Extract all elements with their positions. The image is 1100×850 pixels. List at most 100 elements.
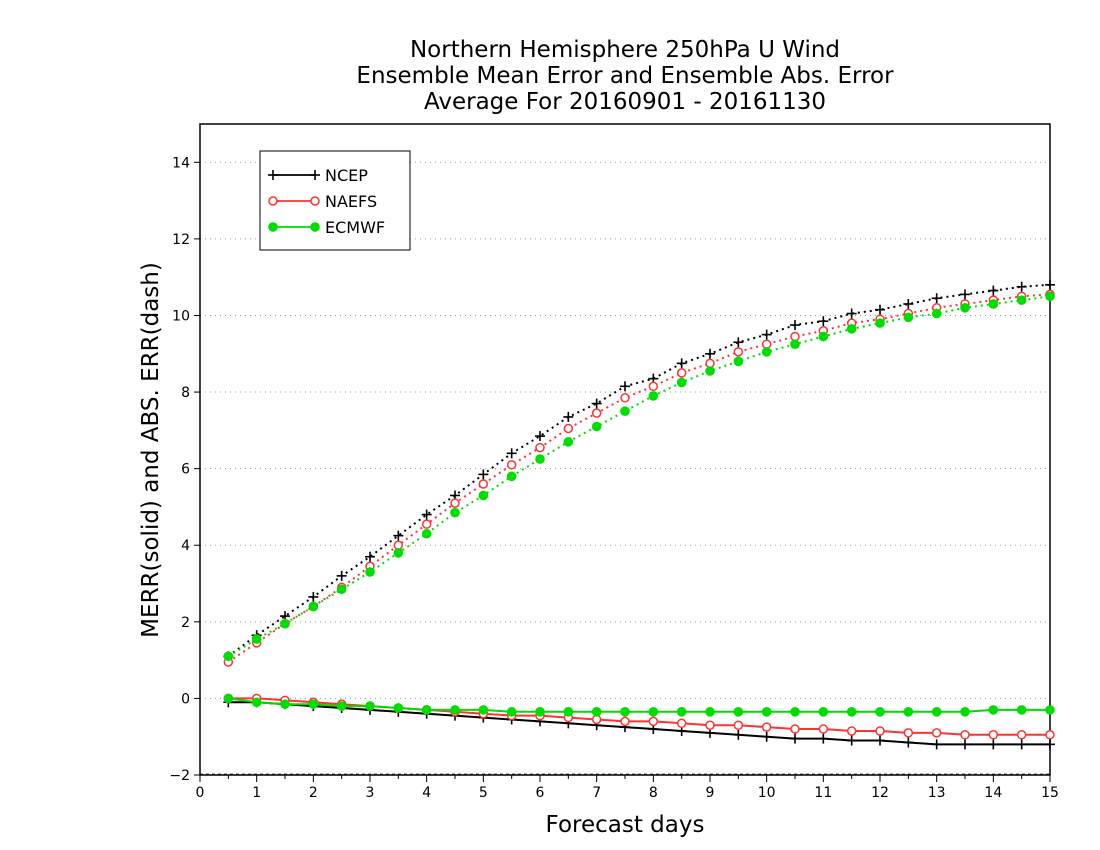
data-point <box>1016 739 1027 750</box>
data-point <box>310 196 320 206</box>
data-point <box>421 528 432 539</box>
y-axis: −2 0 2 4 6 8 10 12 14 <box>169 155 200 784</box>
data-point <box>1016 295 1027 305</box>
data-point <box>421 705 432 715</box>
data-point <box>478 469 489 480</box>
legend-label: NCEP <box>325 166 368 185</box>
data-point <box>988 285 999 296</box>
data-point <box>846 735 857 746</box>
data-point <box>563 411 574 422</box>
x-tick-label: 0 <box>196 785 205 801</box>
data-point <box>846 707 857 717</box>
data-point <box>506 707 517 717</box>
x-tick-label: 6 <box>536 785 545 801</box>
x-tick-label: 10 <box>758 785 776 801</box>
data-point <box>676 377 687 388</box>
legend-entry-ecmwf: ECMWF <box>268 218 385 237</box>
x-tick-label: 12 <box>871 785 889 801</box>
data-point <box>365 567 375 577</box>
ecmwf-line <box>228 697 1050 713</box>
data-point <box>308 699 319 709</box>
x-tick-label: 7 <box>592 785 601 801</box>
data-point <box>676 707 687 717</box>
data-point <box>733 337 744 348</box>
data-point <box>648 391 659 401</box>
data-point <box>875 726 885 736</box>
chart-title-line-2: Ensemble Mean Error and Ensemble Abs. Er… <box>356 63 894 89</box>
data-point <box>393 530 404 541</box>
data-point <box>535 431 545 442</box>
naefs-line <box>228 697 1050 736</box>
data-point <box>676 368 687 378</box>
data-point <box>620 707 630 717</box>
data-point <box>761 722 772 732</box>
data-point <box>988 739 999 750</box>
data-point <box>960 730 970 740</box>
data-point <box>535 442 545 453</box>
y-tick-label: 10 <box>172 308 190 324</box>
chart-title-line-1: Northern Hemisphere 250hPa U Wind <box>409 37 841 63</box>
data-point <box>903 298 914 309</box>
data-point <box>931 739 942 750</box>
x-tick-label: 2 <box>309 785 318 801</box>
data-point <box>648 716 659 727</box>
legend-entry-naefs: NAEFS <box>268 192 377 211</box>
legend: NCEP NAEFS ECMWF <box>259 150 411 251</box>
data-point <box>478 705 489 715</box>
data-point <box>818 316 829 327</box>
data-point <box>733 707 744 717</box>
data-point <box>790 339 800 349</box>
data-point <box>790 724 800 734</box>
data-point <box>280 699 290 709</box>
data-point <box>591 408 602 418</box>
data-point <box>251 697 262 708</box>
data-point <box>393 703 404 713</box>
data-point <box>903 312 914 323</box>
y-tick-label: 14 <box>172 155 190 171</box>
data-point <box>705 707 715 717</box>
data-point <box>931 293 942 304</box>
data-point <box>648 381 659 392</box>
x-tick-label: 13 <box>928 785 946 801</box>
naefs-mean-error-series <box>223 693 1055 740</box>
data-point <box>790 707 800 717</box>
x-tick-label: 8 <box>649 785 658 801</box>
data-point <box>790 320 800 331</box>
data-point <box>336 570 347 581</box>
data-point <box>1045 291 1055 302</box>
data-point <box>761 707 772 717</box>
data-point <box>336 701 347 711</box>
data-point <box>1045 739 1055 750</box>
data-point <box>960 303 970 313</box>
data-point <box>1045 279 1055 290</box>
data-point <box>818 707 829 717</box>
data-point <box>875 318 885 328</box>
data-point <box>535 707 545 717</box>
data-point <box>591 707 602 717</box>
data-point <box>846 726 857 736</box>
data-point <box>591 714 602 725</box>
x-tick-label: 1 <box>252 785 261 801</box>
data-point <box>506 471 517 482</box>
data-point <box>393 548 404 558</box>
ecmwf-mean-error-series <box>223 693 1055 717</box>
y-tick-label: 6 <box>181 462 190 478</box>
data-point <box>761 731 772 742</box>
data-point <box>506 460 517 470</box>
data-point <box>846 308 857 319</box>
data-point <box>960 289 970 300</box>
data-point <box>620 381 630 392</box>
data-point <box>818 331 829 342</box>
data-point <box>421 519 432 529</box>
data-point <box>790 733 800 744</box>
series-layer <box>223 279 1055 750</box>
data-point <box>268 196 278 206</box>
data-point <box>506 448 517 459</box>
ecmwf-line <box>227 295 1051 658</box>
data-point <box>875 707 885 717</box>
ecmwf-abs-error-series <box>223 291 1055 662</box>
data-point <box>450 705 460 715</box>
data-point <box>310 170 320 180</box>
data-point <box>563 437 574 447</box>
